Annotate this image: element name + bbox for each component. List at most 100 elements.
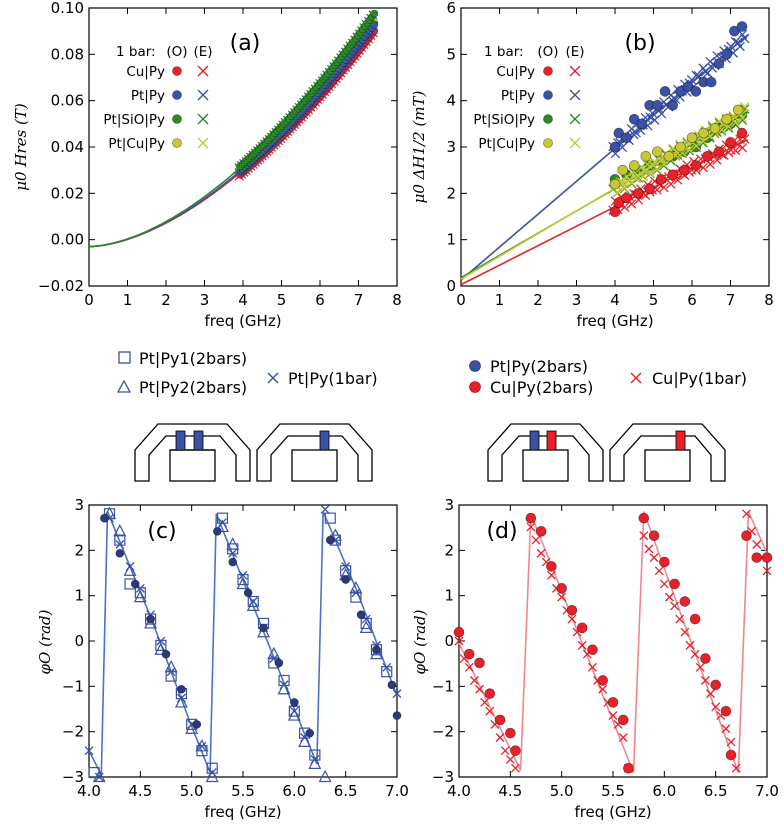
x-stroke [619,202,630,212]
x-stroke [526,522,536,532]
dot-marker [274,658,284,668]
x-marker [695,662,705,672]
x-stroke [712,155,722,165]
x-marker [567,614,577,624]
x-marker [125,561,135,571]
x-stroke [742,509,751,519]
x-marker [644,544,654,554]
dot-marker [290,698,299,707]
square-marker [88,767,100,779]
triangle-marker [92,769,106,783]
o-marker [698,127,709,139]
x-marker [726,737,736,747]
panel-label: (b) [624,31,655,56]
dot-marker [259,623,268,633]
legend-square-marker [118,351,131,364]
x-tick-label: 5.5 [601,782,625,800]
e-marker [730,145,741,156]
o-marker [628,113,640,125]
x-marker [500,746,510,756]
dot-marker [146,614,155,624]
x-stroke [642,159,653,170]
x-stroke [626,199,637,209]
x-stroke [665,592,674,602]
legend-col-e: (E) [193,44,212,60]
dot-marker [607,697,619,708]
x-stroke [320,504,330,514]
x-stroke [598,684,608,694]
x-stroke [197,113,209,125]
o-marker [628,160,640,171]
x-marker [752,540,762,549]
y-tick-label: −0.02 [38,277,84,295]
x-marker [218,518,227,528]
x-marker [690,649,700,659]
x-stroke [654,566,664,576]
o-marker [690,160,702,171]
legend-o-marker [172,66,182,76]
x-tick-label: 7 [354,291,364,309]
x-stroke [269,654,279,664]
x-marker [659,579,669,589]
dot-marker [243,588,253,598]
x-stroke [289,706,299,716]
legend-entry-label: Pt|SiO|Py [473,112,535,128]
o-marker [617,164,629,176]
x-stroke [382,662,392,672]
x-marker [608,711,618,721]
x-stroke [659,159,669,170]
y-tick-label: 0 [74,632,84,650]
triangle-marker [359,620,373,633]
x-stroke [577,640,587,650]
panel-d: 4.0 4.5 5.0 5.5 6.0 6.5 7.0 −3 −2 −1 0 1 2 3 freq (GHz… [411,496,779,821]
x-stroke [84,746,94,756]
x-tick-label: 4 [610,291,620,309]
x-stroke [511,763,520,773]
x-stroke [700,67,711,77]
legend-label-cu-py-2bars: Cu|Py(2bars) [490,378,593,397]
legend-e-marker [569,137,581,149]
e-marker [659,159,669,170]
dot-marker [463,648,475,660]
dot-marker [638,512,650,524]
o-marker [609,141,621,153]
x-stroke [505,754,515,764]
legend-entry-label: Pt|SiO|Py [103,112,165,128]
x-stroke [723,121,734,132]
dot-marker [587,644,598,656]
x-stroke [612,187,623,197]
x-stroke [690,649,700,659]
x-marker [475,684,484,694]
x-marker [531,535,541,545]
x-tick-label: 6.5 [334,782,358,800]
legend-o-marker [172,90,182,100]
dot-marker [130,579,140,589]
dot-marker [392,711,402,720]
x-stroke [737,29,748,40]
x-marker [207,768,217,778]
y-tick-label: 4 [446,92,456,110]
x-axis-label: freq (GHz) [204,312,281,330]
x-stroke [733,37,743,48]
y-tick-label: −1 [62,677,84,695]
x-stroke [531,535,541,545]
x-marker [505,754,515,764]
bar-red-mixed [546,430,557,451]
x-stroke [94,772,104,782]
x-stroke [672,175,683,185]
e-marker [631,128,641,138]
legend-d: Pt|Py(2bars) Cu|Py(2bars) Cu|Py(1bar) [469,357,747,397]
y-tick-label: 6 [446,0,456,17]
x-stroke [670,601,680,611]
dot-marker [161,649,171,659]
x-stroke [341,561,351,571]
x-stroke [279,680,289,690]
x-stroke [698,136,708,147]
x-stroke [639,531,649,541]
triangle-marker [133,589,147,603]
fit-curve [88,511,398,776]
x-marker [156,636,166,646]
dot-marker [453,626,465,638]
x-stroke [731,763,741,773]
x-stroke [392,689,402,699]
